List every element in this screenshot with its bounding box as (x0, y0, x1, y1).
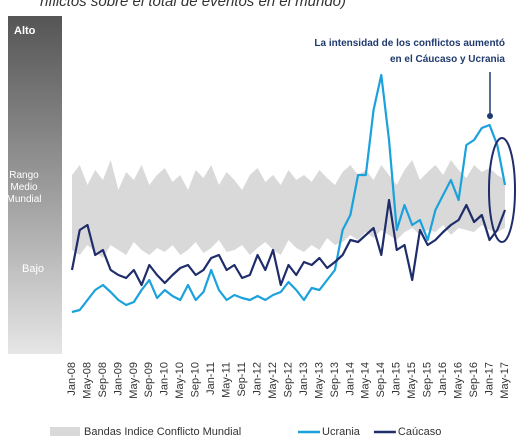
legend-swatch (50, 427, 80, 436)
arrow-head (487, 113, 493, 119)
x-tick-label: May-16 (453, 362, 465, 399)
x-tick-label: Jan-10 (159, 362, 171, 396)
x-tick-label: May-11 (221, 362, 233, 398)
x-tick-label: May-13 (313, 362, 325, 399)
x-tick-label: Jan-17 (483, 362, 495, 396)
x-tick-label: Sep-15 (422, 362, 434, 397)
series-line (71, 73, 507, 314)
x-tick-label: Sep-13 (329, 362, 341, 397)
band-area (72, 160, 505, 258)
x-tick-label: Sep-12 (282, 362, 294, 397)
level-label: Rango Medio Mundial (6, 170, 42, 205)
x-tick-label: Sep-16 (468, 362, 480, 397)
x-tick-label: Sep-08 (97, 362, 109, 397)
series-line (70, 198, 507, 287)
x-tick-label: Jan-09 (112, 362, 124, 396)
highlight-ellipse (488, 137, 516, 243)
level-label-box: Rango Medio Mundial (6, 170, 42, 205)
x-tick-label: Sep-14 (375, 362, 387, 397)
x-tick-label: May-17 (499, 362, 511, 399)
x-tick-label: Jan-16 (437, 362, 449, 396)
x-tick-label: Jan-12 (251, 362, 263, 396)
legend-label: Bandas Indice Conflicto Mundial (84, 426, 241, 438)
x-tick-label: Sep-11 (236, 362, 248, 397)
x-tick-label: Jan-13 (298, 362, 310, 396)
x-tick-label: Jan-08 (66, 362, 78, 396)
subtitle: nflictos sobre el total de eventos en el… (40, 0, 346, 10)
annotation: La intensidad de los conflictos aumentó (314, 38, 505, 49)
x-tick-label: May-10 (174, 362, 186, 399)
annotation: en el Cáucaso y Ucrania (390, 54, 505, 65)
x-tick-label: Jan-14 (344, 362, 356, 396)
x-tick-label: May-09 (128, 362, 140, 399)
x-tick-label: May-14 (360, 362, 372, 399)
x-tick-label: Jan-15 (391, 362, 403, 396)
level-bar (8, 16, 62, 354)
x-tick-label: May-12 (267, 362, 279, 399)
x-tick-label: Sep-09 (143, 362, 155, 397)
legend-label: Caúcaso (398, 426, 441, 438)
legend-label: Ucrania (322, 426, 361, 438)
level-label: Alto (14, 25, 36, 37)
x-tick-label: Sep-10 (190, 362, 202, 397)
x-tick-label: May-08 (81, 362, 93, 399)
x-tick-label: May-15 (406, 362, 418, 399)
x-tick-label: Jan-11 (205, 362, 217, 395)
level-label: Bajo (22, 263, 44, 275)
